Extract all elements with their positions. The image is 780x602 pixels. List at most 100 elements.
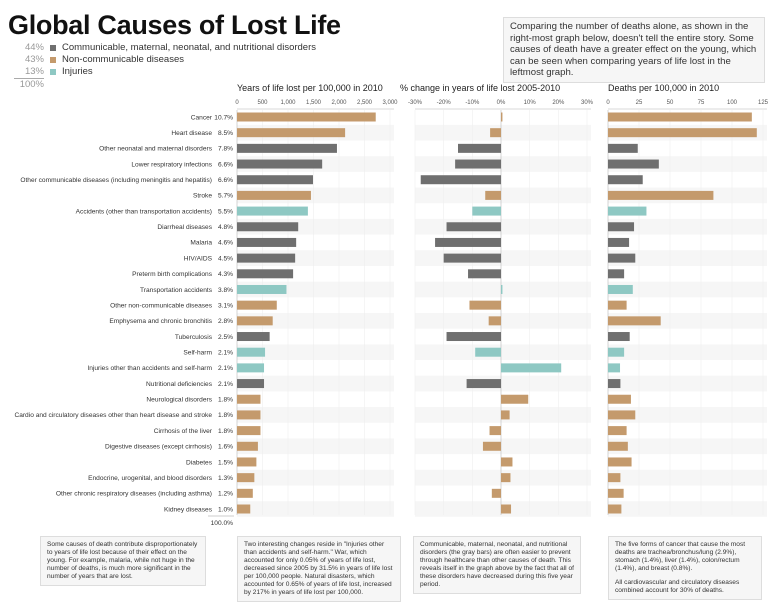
- tick-label: 0: [606, 100, 610, 106]
- bar-2: [446, 332, 501, 342]
- bar-2: [501, 284, 503, 294]
- cause-share: 2.1%: [218, 365, 233, 372]
- bar-3: [608, 206, 647, 216]
- cause-label: Tuberculosis: [175, 334, 213, 341]
- tick-label: -20%: [437, 100, 452, 106]
- cause-label: Kidney diseases: [164, 506, 213, 513]
- row-band: [415, 250, 591, 266]
- bar-2: [501, 473, 511, 483]
- bar-3: [608, 284, 633, 294]
- legend-label: Communicable, maternal, neonatal, and nu…: [62, 42, 316, 53]
- note-injuries: Two interesting changes reside in "Injur…: [237, 536, 401, 602]
- legend-swatch: [50, 45, 56, 51]
- tick-label: 30%: [581, 100, 594, 106]
- bar-1: [237, 410, 261, 420]
- cause-share: 1.8%: [218, 397, 233, 404]
- bar-3: [608, 426, 627, 436]
- bar-3: [608, 316, 661, 326]
- bar-1: [237, 128, 346, 138]
- bar-1: [237, 394, 261, 404]
- cause-share: 6.6%: [218, 177, 233, 184]
- row-band: [415, 438, 591, 455]
- cause-share: 1.6%: [218, 444, 233, 451]
- row-band: [237, 469, 394, 486]
- row-band: [608, 375, 767, 392]
- tick-label: -30%: [408, 100, 423, 106]
- row-band: [415, 124, 591, 141]
- bar-3: [608, 332, 630, 342]
- row-band: [237, 313, 394, 329]
- bar-1: [237, 190, 311, 200]
- cause-share: 1.5%: [218, 459, 233, 466]
- bar-2: [482, 441, 501, 451]
- bar-1: [237, 441, 258, 451]
- cause-share: 3.1%: [218, 302, 233, 309]
- cause-label: HIV/AIDS: [184, 255, 213, 262]
- bar-1: [237, 332, 270, 342]
- bar-3: [608, 473, 621, 483]
- bar-1: [237, 253, 296, 263]
- tick-label: 0%: [497, 100, 506, 106]
- bar-1: [237, 347, 266, 357]
- bar-2: [501, 394, 529, 404]
- bar-3: [608, 269, 625, 279]
- legend-swatch: [50, 69, 56, 75]
- tick-label: 500: [257, 100, 268, 106]
- bar-2: [489, 426, 501, 436]
- bar-2: [488, 316, 501, 326]
- bar-1: [237, 284, 287, 294]
- bar-3: [608, 112, 752, 122]
- bar-2: [501, 410, 510, 420]
- cause-label: Endocrine, urogenital, and blood disorde…: [88, 475, 213, 482]
- bar-1: [237, 143, 337, 153]
- cause-label: Stroke: [193, 193, 212, 200]
- bar-1: [237, 504, 251, 514]
- cause-share: 2.5%: [218, 334, 233, 341]
- bar-3: [608, 347, 625, 357]
- bar-2: [491, 488, 501, 498]
- cause-share: 1.8%: [218, 428, 233, 435]
- row-band: [415, 218, 591, 235]
- bar-2: [435, 237, 501, 247]
- row-band: [608, 438, 767, 455]
- row-band: [237, 344, 394, 361]
- intro-note: Comparing the number of deaths alone, as…: [503, 17, 765, 83]
- cause-label: Heart disease: [171, 130, 212, 137]
- tick-label: 3,000: [382, 100, 398, 106]
- bar-3: [608, 159, 659, 169]
- legend-label: Injuries: [62, 66, 93, 77]
- cause-share: 5.7%: [218, 193, 233, 200]
- bar-3: [608, 441, 628, 451]
- cause-label: Neurological disorders: [146, 397, 212, 404]
- cause-label: Digestive diseases (except cirrhosis): [105, 444, 212, 451]
- cause-share: 4.8%: [218, 224, 233, 231]
- bar-3: [608, 143, 638, 153]
- tick-label: 2,500: [357, 100, 373, 106]
- tick-label: 1,500: [306, 100, 322, 106]
- cause-share: 1.8%: [218, 412, 233, 419]
- row-band: [608, 218, 767, 235]
- cause-label: Other non-communicable diseases: [110, 302, 213, 309]
- row-band: [415, 281, 591, 298]
- note-cancer: The five forms of cancer that cause the …: [608, 536, 762, 600]
- bar-2: [420, 175, 501, 185]
- bar-1: [237, 222, 299, 232]
- cause-label: Cirrhosis of the liver: [154, 428, 213, 435]
- row-band: [608, 250, 767, 266]
- note-text: All cardiovascular and circulatory disea…: [615, 579, 740, 594]
- row-band: [237, 501, 394, 517]
- row-band: [608, 344, 767, 361]
- bar-1: [237, 426, 261, 436]
- cause-share: 8.5%: [218, 130, 233, 137]
- legend-item-injuries: 13% Injuries: [14, 66, 316, 78]
- row-band: [415, 313, 591, 329]
- bar-2: [443, 253, 501, 263]
- row-band: [608, 469, 767, 486]
- bar-2: [501, 504, 512, 514]
- bar-1: [237, 300, 277, 310]
- bar-2: [490, 128, 501, 138]
- bar-3: [608, 300, 627, 310]
- tick-label: 75: [698, 100, 705, 106]
